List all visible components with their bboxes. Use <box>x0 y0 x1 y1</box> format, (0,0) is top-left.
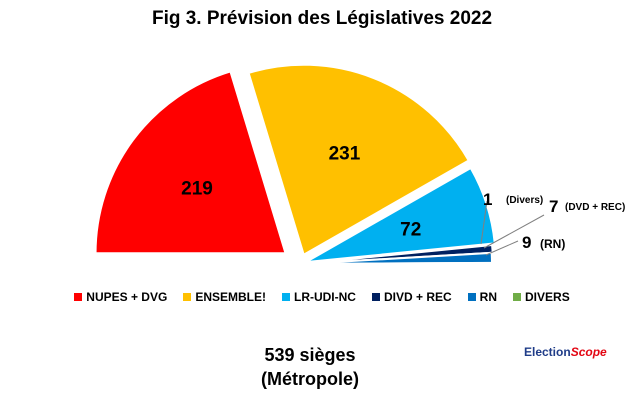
total-line-2: (Métropole) <box>261 369 359 389</box>
legend-label: LR-UDI-NC <box>293 290 356 304</box>
side-label-rn-value: 9 <box>522 233 531 252</box>
brand-part-2: Scope <box>570 345 607 359</box>
callout-line-divers <box>480 200 488 245</box>
legend-label: NUPES + DVG <box>86 290 168 304</box>
slice-ensemble <box>247 63 471 257</box>
side-label-rn-text: (RN) <box>540 237 565 251</box>
side-label-divers-text: (Divers) <box>506 195 543 206</box>
slice-divers <box>301 261 494 265</box>
legend-swatch <box>467 293 476 301</box>
side-label-dvd-text: (DVD + REC) <box>565 202 625 213</box>
legend-label: RN <box>479 290 498 304</box>
slice-nupes-dvg <box>94 70 287 255</box>
legend: NUPES + DVG ENSEMBLE! LR-UDI-NC DIVD + REC R… <box>0 290 644 304</box>
callout-line-rn <box>485 240 519 256</box>
legend-label: ENSEMBLE! <box>195 290 266 304</box>
legend-swatch <box>74 293 83 301</box>
brand-logo: ElectionScope <box>524 345 607 359</box>
data-label-lr-udi-nc: 72 <box>400 220 421 241</box>
legend-label: DIVD + REC <box>383 290 452 304</box>
legend-item: NUPES + DVG <box>74 290 167 304</box>
legend-swatch <box>371 293 380 301</box>
legend-item: ENSEMBLE! <box>183 290 266 304</box>
callout-line-dvd <box>483 214 545 249</box>
legend-item: RN <box>467 290 498 304</box>
legend-swatch <box>183 293 192 301</box>
legend-swatch <box>281 293 290 301</box>
brand-part-1: Election <box>524 345 571 359</box>
data-label-nupes-dvg: 219 <box>181 179 213 200</box>
side-label-dvd-value: 7 <box>549 197 558 216</box>
legend-label: DIVERS <box>525 290 570 304</box>
legend-item: DIVD + REC <box>371 290 452 304</box>
chart-title: Fig 3. Prévision des Législatives 2022 <box>151 8 493 29</box>
legend-item: DIVERS <box>513 290 570 304</box>
side-label-divers-value: 1 <box>483 190 492 209</box>
hemicycle-chart: 219 231 72 1 (Divers) 7 (DVD + REC) 9 (RN) <box>94 63 625 265</box>
slice-divd-rec <box>302 243 494 265</box>
data-label-ensemble: 231 <box>329 143 361 164</box>
total-line-1: 539 sièges <box>264 345 356 365</box>
legend-item: LR-UDI-NC <box>281 290 356 304</box>
legend-swatch <box>513 293 522 301</box>
total-seats: 539 sièges (Métropole) <box>230 343 390 391</box>
